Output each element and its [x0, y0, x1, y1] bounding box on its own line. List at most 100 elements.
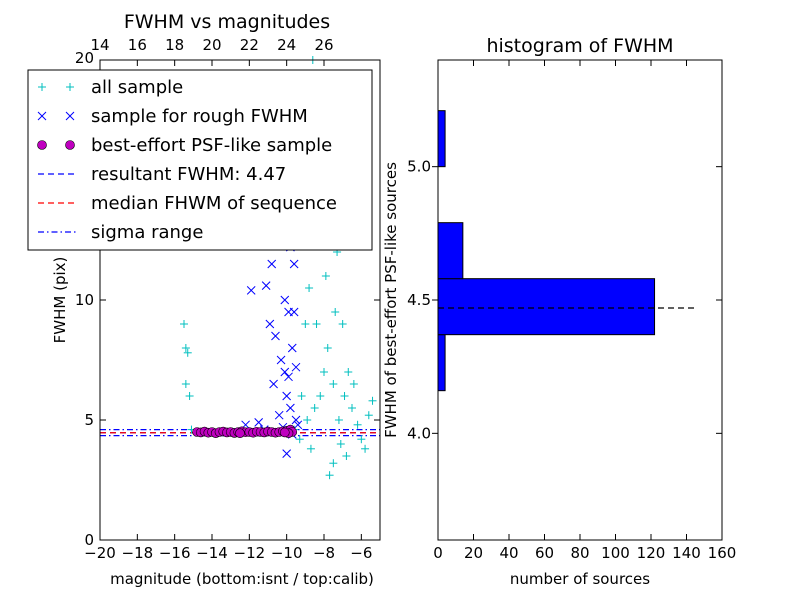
left-xtick-label-2: −16 — [159, 544, 191, 562]
left-xtick-label-0: −20 — [84, 544, 116, 562]
series-0-point-26 — [353, 420, 362, 429]
legend-marker-a-1 — [37, 111, 47, 121]
series-1-point-1 — [261, 281, 271, 290]
series-1-point-8-b — [265, 319, 275, 329]
top-tick-label-6: 26 — [314, 36, 333, 54]
series-0-point-28 — [361, 444, 370, 453]
series-0-point-44 — [321, 272, 330, 280]
legend-item-5: sigma range — [38, 222, 203, 243]
series-1-point-11 — [280, 367, 290, 377]
top-tick-label-1: 16 — [128, 36, 147, 54]
left-chart-title: FWHM vs magnitudes — [124, 11, 330, 33]
series-1-point-21 — [274, 410, 284, 420]
left-xtick-label-7: −6 — [350, 544, 372, 562]
left-y-top-tick-label: 20 — [75, 49, 94, 67]
right-xtick-label-5: 100 — [601, 544, 630, 562]
legend-item-3: resultant FWHM: 4.47 — [38, 164, 286, 185]
legend-item-0: all sample — [38, 77, 183, 98]
left-xtick-label-4: −12 — [234, 544, 266, 562]
series-0-point-46 — [340, 392, 349, 400]
series-0-point-0 — [180, 320, 188, 328]
series-1-point-0 — [246, 286, 256, 295]
left-xtick-label-1: −18 — [122, 544, 154, 562]
left-top-axis-ticks: 14 16 18 20 22 24 26 — [90, 36, 334, 66]
right-x-ticks: 0 20 40 60 80 100 120 140 160 — [433, 60, 736, 562]
series-0-point-14 — [297, 392, 306, 400]
series-0-point-36 — [303, 416, 312, 424]
series-1-point-26 — [254, 418, 264, 427]
legend-items: all sample sample for rough FWHM best-effo… — [37, 77, 337, 243]
top-tick-label-5: 24 — [277, 36, 296, 54]
series-1-point-9-b — [271, 331, 280, 341]
legend-item-2: best-effort PSF-like sample — [37, 135, 332, 156]
legend-marker-a-1-b — [37, 111, 47, 121]
series-1-point-0-b — [246, 286, 256, 295]
legend-item-4: median FHWM of sequence — [38, 193, 337, 214]
series-0-point-42 — [334, 416, 343, 424]
series-1-point-31-b — [291, 362, 301, 372]
series-1-point-30-b — [280, 295, 290, 305]
series-1-point-12 — [284, 372, 293, 382]
histogram-bars — [437, 110, 656, 392]
right-ytick-label-1: 4.5 — [407, 291, 431, 309]
series-0-point-40 — [323, 344, 332, 352]
series-1-point-24 — [282, 449, 292, 458]
legend-marker-b-0 — [66, 83, 74, 91]
series-1-point-15 — [289, 307, 299, 317]
series-1-point-10 — [276, 355, 286, 365]
series-1-point-21-b — [274, 410, 284, 420]
series-0-point-15 — [301, 320, 310, 328]
series-1-point-18-b — [286, 403, 295, 413]
series-0-point-48 — [306, 444, 315, 453]
right-y-ticks: 4.0 4.5 5.0 — [407, 158, 722, 442]
right-xtick-label-0: 0 — [433, 544, 443, 562]
legend-marker-b-1-b — [65, 111, 75, 121]
series-1-point-16 — [269, 379, 278, 389]
series-0-point-37 — [310, 404, 319, 412]
right-ytick-label-2: 5.0 — [407, 158, 431, 176]
top-tick-label-2: 18 — [165, 36, 184, 54]
series-0-point-43 — [312, 320, 321, 328]
series-1-point-2-b — [267, 259, 277, 269]
legend-marker-b-2 — [65, 140, 75, 150]
legend-label-3: resultant FWHM: 4.47 — [91, 164, 286, 185]
histogram-bar-0 — [437, 334, 446, 392]
series-1-point-1-b — [261, 281, 271, 290]
top-tick-label-4: 22 — [240, 36, 259, 54]
series-1-point-26-b — [254, 418, 264, 427]
series-1-point-31 — [291, 362, 301, 372]
series-1-point-13-b — [287, 343, 297, 353]
fwhm-vs-magnitude-panel: FWHM vs magnitudes −20 −18 −16 −14 −12 −10 −8−… — [27, 11, 381, 588]
series-0-point-50 — [349, 380, 358, 388]
legend-marker-a-0 — [38, 83, 46, 91]
right-ytick-label-0: 4.0 — [407, 424, 431, 442]
histogram-bar-4 — [437, 110, 446, 168]
series-1-point-17-b — [282, 391, 292, 401]
series-1-point-24-b — [282, 449, 292, 458]
series-1-point-12-b — [284, 372, 293, 382]
series-1-point-18 — [286, 403, 295, 413]
series-2-point-29 — [235, 428, 245, 439]
legend-item-1: sample for rough FWHM — [37, 106, 308, 127]
left-xtick-label-6: −8 — [313, 544, 335, 562]
left-ytick-label-2: 10 — [75, 291, 94, 309]
series-1-point-20 — [293, 420, 303, 430]
right-xtick-label-4: 80 — [570, 544, 589, 562]
series-0-point-49 — [336, 440, 345, 448]
series-0-point-16 — [305, 284, 314, 292]
legend-label-2: best-effort PSF-like sample — [91, 135, 332, 156]
right-xtick-label-6: 120 — [637, 544, 666, 562]
series-0-point-2 — [183, 348, 192, 357]
series-0-point-3 — [181, 380, 190, 388]
legend-marker-b-1 — [65, 111, 75, 121]
series-0-point-39 — [320, 368, 328, 376]
left-ytick-label-1: 5 — [84, 411, 94, 429]
left-x-axis-label: magnitude (bottom:isnt / top:calib) — [110, 570, 374, 588]
series-1-point-8 — [265, 319, 275, 329]
series-1-point-10-b — [276, 355, 286, 365]
series-1-point-2 — [267, 259, 277, 269]
right-chart-title: histogram of FWHM — [486, 35, 673, 57]
right-x-axis-label: number of sources — [510, 570, 650, 588]
left-y-axis-label: FWHM (pix) — [51, 257, 69, 344]
